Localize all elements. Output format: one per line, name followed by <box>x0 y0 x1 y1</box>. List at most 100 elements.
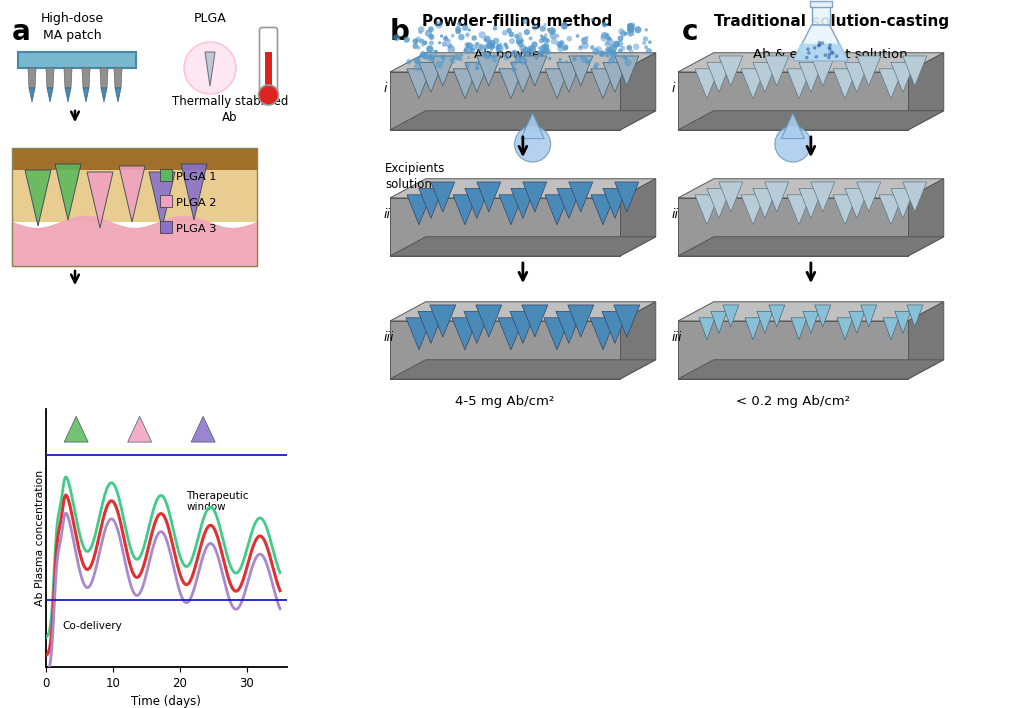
Circle shape <box>407 59 412 64</box>
FancyBboxPatch shape <box>160 169 172 181</box>
Circle shape <box>547 28 551 32</box>
Polygon shape <box>114 68 122 88</box>
Circle shape <box>524 53 528 57</box>
Polygon shape <box>678 302 944 321</box>
Polygon shape <box>544 318 570 350</box>
Circle shape <box>556 41 563 47</box>
Polygon shape <box>205 52 215 86</box>
Circle shape <box>591 18 594 21</box>
Polygon shape <box>678 178 944 198</box>
Polygon shape <box>419 188 442 218</box>
Polygon shape <box>511 188 535 218</box>
Circle shape <box>605 53 609 57</box>
Text: Traditional solution-casting: Traditional solution-casting <box>714 14 949 29</box>
Polygon shape <box>406 318 432 350</box>
Polygon shape <box>603 188 627 218</box>
Circle shape <box>483 45 489 50</box>
Text: PLGA: PLGA <box>194 12 226 25</box>
Circle shape <box>606 36 611 40</box>
Circle shape <box>629 50 634 55</box>
Circle shape <box>648 40 651 44</box>
Circle shape <box>628 26 634 32</box>
Circle shape <box>582 38 586 41</box>
Circle shape <box>519 45 527 52</box>
Circle shape <box>456 26 461 31</box>
Polygon shape <box>903 182 927 212</box>
Circle shape <box>451 59 456 64</box>
Text: High-dose
MA patch: High-dose MA patch <box>40 12 103 42</box>
Circle shape <box>488 43 496 50</box>
Circle shape <box>551 30 554 33</box>
Circle shape <box>827 53 831 57</box>
Circle shape <box>440 55 444 59</box>
Circle shape <box>607 62 610 64</box>
Circle shape <box>475 42 479 46</box>
FancyBboxPatch shape <box>160 195 172 207</box>
Circle shape <box>817 44 820 47</box>
Circle shape <box>579 46 583 50</box>
Circle shape <box>422 53 428 59</box>
Circle shape <box>594 62 599 67</box>
Polygon shape <box>82 68 90 88</box>
Circle shape <box>561 23 567 30</box>
Circle shape <box>545 47 550 52</box>
Polygon shape <box>791 318 807 340</box>
Circle shape <box>504 54 510 60</box>
Polygon shape <box>781 113 805 139</box>
Polygon shape <box>390 236 655 256</box>
Circle shape <box>608 57 615 64</box>
Polygon shape <box>100 68 108 88</box>
Circle shape <box>527 45 535 52</box>
Circle shape <box>460 53 463 57</box>
Polygon shape <box>477 182 501 212</box>
Circle shape <box>562 45 568 50</box>
Circle shape <box>458 34 465 40</box>
Polygon shape <box>811 182 835 212</box>
Circle shape <box>828 43 831 47</box>
Polygon shape <box>620 178 655 256</box>
Circle shape <box>516 38 522 45</box>
Circle shape <box>538 47 541 50</box>
Circle shape <box>627 23 635 30</box>
Polygon shape <box>695 195 719 225</box>
Circle shape <box>403 37 410 42</box>
Polygon shape <box>28 68 36 88</box>
Circle shape <box>539 38 544 43</box>
Circle shape <box>617 35 624 42</box>
Polygon shape <box>464 312 489 343</box>
Polygon shape <box>707 62 731 92</box>
Polygon shape <box>765 182 788 212</box>
Circle shape <box>496 47 501 52</box>
Circle shape <box>827 56 830 59</box>
Circle shape <box>462 25 468 31</box>
Text: iii: iii <box>672 331 683 344</box>
Polygon shape <box>845 188 869 218</box>
Polygon shape <box>567 305 594 337</box>
Circle shape <box>504 42 508 47</box>
Polygon shape <box>614 182 639 212</box>
Circle shape <box>503 53 507 57</box>
Polygon shape <box>47 88 53 102</box>
Circle shape <box>467 56 470 59</box>
Circle shape <box>561 22 567 29</box>
Polygon shape <box>787 69 811 99</box>
Polygon shape <box>556 312 582 343</box>
FancyBboxPatch shape <box>265 52 272 86</box>
Polygon shape <box>794 44 848 61</box>
Circle shape <box>478 31 486 39</box>
Circle shape <box>806 47 810 51</box>
Circle shape <box>818 43 821 47</box>
Circle shape <box>807 51 811 55</box>
Circle shape <box>459 57 463 62</box>
Circle shape <box>581 56 588 63</box>
FancyBboxPatch shape <box>812 3 829 25</box>
Circle shape <box>621 30 627 37</box>
Circle shape <box>512 60 517 66</box>
Circle shape <box>527 52 532 57</box>
Circle shape <box>604 41 609 47</box>
Circle shape <box>535 56 539 59</box>
Polygon shape <box>407 69 431 99</box>
Circle shape <box>609 50 616 57</box>
Circle shape <box>482 52 487 56</box>
Circle shape <box>444 35 447 39</box>
